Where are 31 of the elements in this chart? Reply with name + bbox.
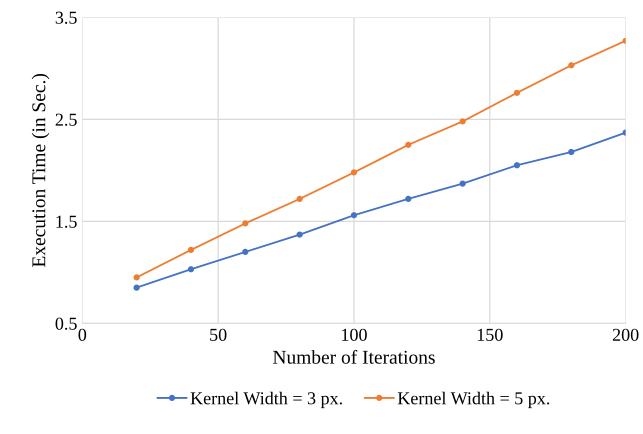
point <box>134 284 140 291</box>
x-tick-label: 200 <box>612 328 638 341</box>
point <box>350 212 358 218</box>
point <box>568 62 574 68</box>
point <box>350 169 358 176</box>
x-tick-label: 100 <box>342 328 367 341</box>
point <box>514 90 520 96</box>
legend-label: Kernel Width = 5 px. <box>398 392 550 408</box>
point <box>134 274 140 281</box>
y-tick-label: 1.5 <box>56 216 77 228</box>
point <box>242 248 248 256</box>
y-tick-label: 2.5 <box>56 114 77 126</box>
x-axis-title: Number of Iterations <box>273 350 435 364</box>
x-tick-label: 0 <box>78 328 86 341</box>
point <box>405 196 412 202</box>
point <box>296 196 303 202</box>
point <box>460 180 466 187</box>
point <box>242 220 248 227</box>
y-tick-label: 3.5 <box>56 12 77 24</box>
y-tick-label: 0.5 <box>56 318 77 330</box>
point <box>568 148 574 156</box>
x-tick-label: 50 <box>210 328 226 341</box>
point <box>188 266 194 272</box>
point <box>188 246 194 254</box>
x-tick-label: 150 <box>478 328 503 341</box>
point <box>514 162 520 168</box>
legend-label: Kernel Width = 3 px. <box>190 392 342 408</box>
point <box>460 118 466 125</box>
point <box>296 231 303 238</box>
point <box>405 142 412 148</box>
y-axis-title: Execution Time (in Sec.) <box>32 74 50 268</box>
